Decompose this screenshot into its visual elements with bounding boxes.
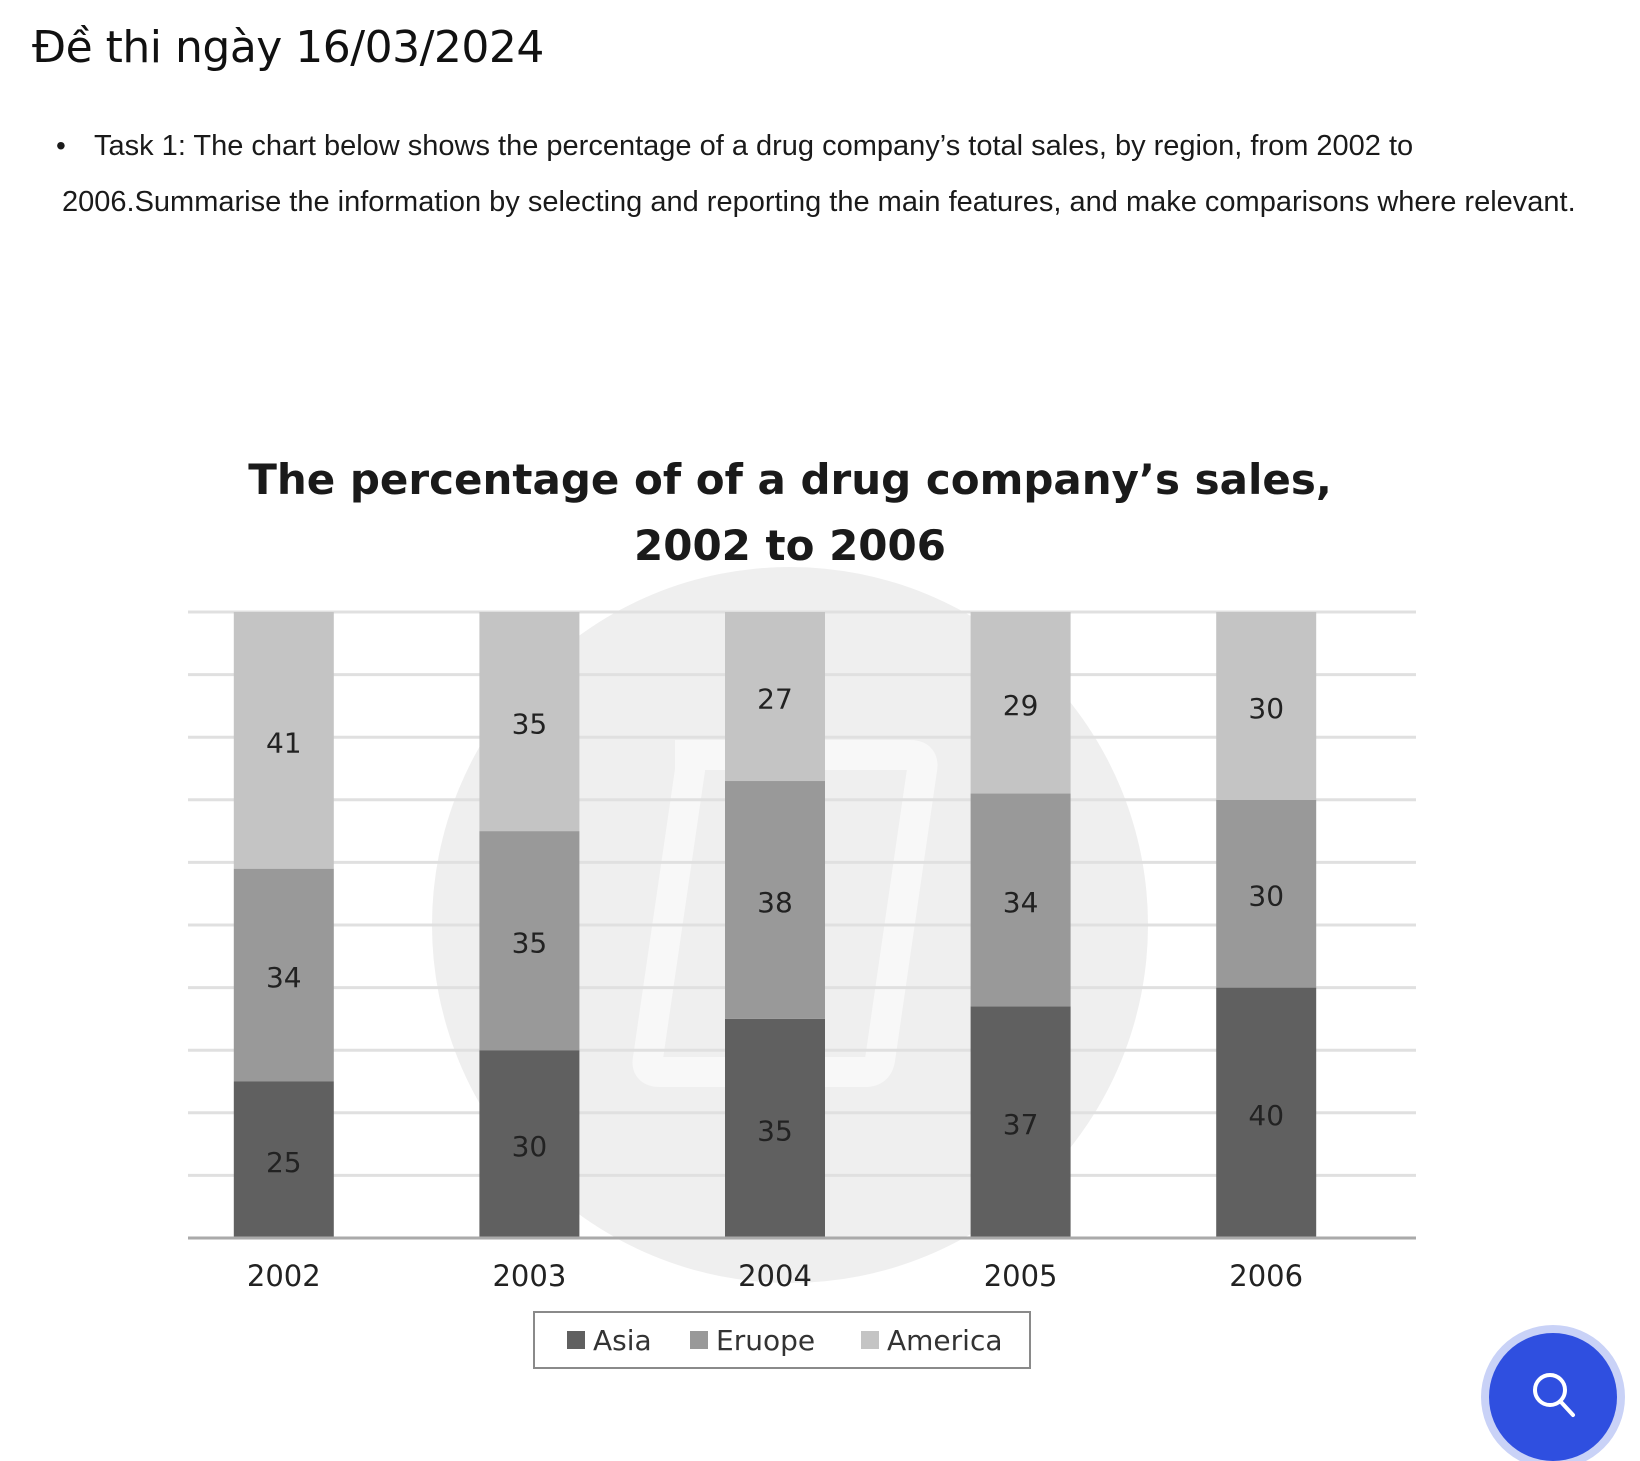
data-label: 30 [512, 1130, 548, 1163]
x-tick-labels: 2002 2003 2004 2005 2006 [247, 1259, 1303, 1293]
data-labels: 25 34 41 30 35 35 35 38 27 37 34 29 40 30 30 [266, 683, 1284, 1179]
x-tick-label: 2002 [247, 1259, 321, 1293]
bar-segment-eruope-2004 [725, 781, 825, 1019]
chart-subtitle: 2002 to 2006 [634, 521, 946, 570]
data-label: 34 [1003, 886, 1039, 919]
data-label: 29 [1003, 689, 1039, 722]
bar-segment-asia-2002 [233, 1081, 334, 1238]
bar-segment-america-2002 [233, 612, 334, 869]
data-label: 37 [1003, 1108, 1039, 1141]
legend-label-america: America [887, 1324, 1003, 1357]
data-label: 35 [512, 708, 548, 741]
data-label: 25 [266, 1146, 302, 1179]
legend-swatch-asia [567, 1331, 585, 1349]
x-tick-label: 2003 [492, 1259, 566, 1293]
data-label: 35 [757, 1114, 793, 1147]
bar-segment-asia-2004 [725, 1018, 825, 1238]
bar-segment-america-2004 [725, 612, 825, 782]
bar-segment-asia-2006 [1216, 987, 1317, 1238]
data-label: 30 [1248, 880, 1284, 913]
legend-label-asia: Asia [593, 1324, 652, 1357]
bar-segment-asia-2005 [970, 1006, 1071, 1238]
bar-segment-eruope-2003 [479, 831, 580, 1051]
x-tick-label: 2006 [1229, 1259, 1303, 1293]
legend-label-eruope: Eruope [716, 1324, 815, 1357]
bar-segment-america-2003 [479, 612, 580, 832]
data-label: 38 [757, 886, 793, 919]
task-description: • Task 1: The chart below shows the perc… [56, 118, 1592, 230]
bar-segment-eruope-2002 [233, 868, 334, 1082]
search-icon [1533, 1373, 1575, 1417]
task-text: Task 1: The chart below shows the percen… [62, 130, 1576, 218]
bar-segment-eruope-2005 [970, 793, 1071, 1007]
chart-title: The percentage of of a drug company’s sa… [248, 455, 1332, 504]
data-label: 40 [1248, 1099, 1284, 1132]
bar-segment-asia-2003 [479, 1050, 580, 1238]
data-label: 35 [512, 927, 548, 960]
bars [233, 612, 1317, 1238]
data-label: 34 [266, 961, 302, 994]
bar-segment-eruope-2006 [1216, 799, 1317, 988]
legend-swatch-eruope [690, 1331, 708, 1349]
bar-segment-america-2005 [970, 612, 1071, 794]
x-tick-label: 2005 [984, 1259, 1058, 1293]
legend: Asia Eruope America [533, 1311, 1031, 1369]
legend-swatch-america [861, 1331, 879, 1349]
page-title: Đề thi ngày 16/03/2024 [32, 22, 544, 73]
data-label: 30 [1248, 692, 1284, 725]
data-label: 41 [266, 726, 302, 759]
bar-segment-america-2006 [1216, 612, 1317, 800]
bullet-icon: • [56, 130, 66, 161]
search-button[interactable] [1489, 1333, 1617, 1461]
x-tick-label: 2004 [738, 1259, 812, 1293]
data-label: 27 [757, 683, 793, 716]
